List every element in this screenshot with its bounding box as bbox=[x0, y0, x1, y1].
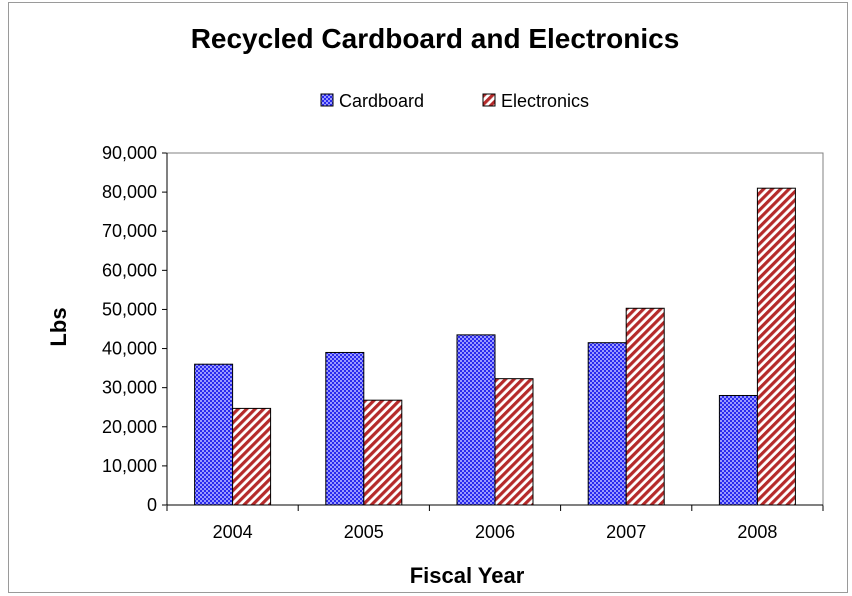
legend: Cardboard Electronics bbox=[320, 91, 589, 111]
bar-electronics-2007 bbox=[625, 307, 665, 506]
bar-cardboard-2006 bbox=[456, 334, 496, 506]
bar-cardboard-2005 bbox=[325, 351, 365, 506]
bar-electronics-2006 bbox=[494, 378, 534, 506]
bar-electronics-2005 bbox=[363, 399, 403, 506]
y-axis-title: Lbs bbox=[46, 307, 71, 346]
y-tick-label: 20,000 bbox=[102, 417, 157, 437]
chart-title: Recycled Cardboard and Electronics bbox=[191, 23, 680, 54]
bars bbox=[194, 187, 796, 506]
y-tick-label: 60,000 bbox=[102, 260, 157, 280]
chart-frame bbox=[8, 2, 848, 593]
y-tick-label: 80,000 bbox=[102, 182, 157, 202]
y-tick-label: 0 bbox=[147, 495, 157, 515]
y-tick-label: 10,000 bbox=[102, 456, 157, 476]
y-tick-label: 50,000 bbox=[102, 299, 157, 319]
x-tick-label: 2008 bbox=[737, 522, 777, 542]
x-axis-title: Fiscal Year bbox=[410, 563, 525, 588]
legend-swatch-cardboard bbox=[320, 93, 334, 107]
bar-cardboard-2007 bbox=[587, 342, 627, 506]
x-tick-label: 2007 bbox=[606, 522, 646, 542]
x-tick-label: 2004 bbox=[213, 522, 253, 542]
x-axis-ticks: 2004 2005 2006 2007 2008 bbox=[166, 505, 824, 542]
axes bbox=[166, 152, 824, 506]
x-tick-label: 2006 bbox=[475, 522, 515, 542]
legend-label-electronics: Electronics bbox=[501, 91, 589, 111]
y-tick-label: 40,000 bbox=[102, 339, 157, 359]
bar-electronics-2008 bbox=[756, 187, 796, 506]
y-tick-label: 70,000 bbox=[102, 221, 157, 241]
y-axis-ticks: 0 10,000 20,000 30,000 40,000 50,000 60,000 70,… bbox=[102, 143, 167, 515]
legend-swatch-electronics bbox=[482, 93, 496, 107]
bar-electronics-2004 bbox=[232, 407, 272, 506]
legend-label-cardboard: Cardboard bbox=[339, 91, 424, 111]
x-tick-label: 2005 bbox=[344, 522, 384, 542]
y-tick-label: 90,000 bbox=[102, 143, 157, 163]
bar-cardboard-2004 bbox=[194, 363, 234, 506]
bar-cardboard-2008 bbox=[718, 394, 758, 506]
y-tick-label: 30,000 bbox=[102, 378, 157, 398]
